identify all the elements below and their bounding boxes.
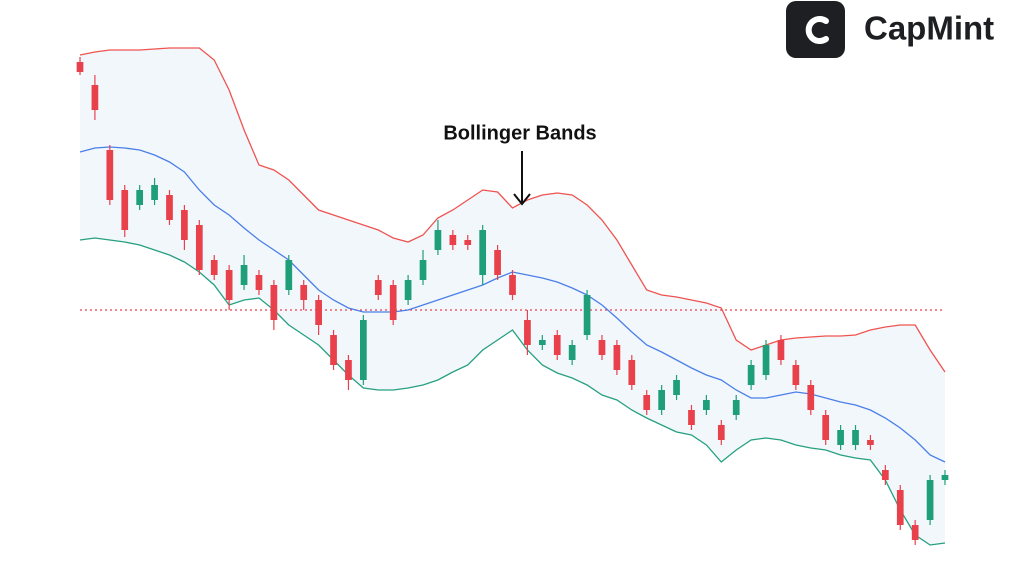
candle-body <box>747 365 755 385</box>
candle-body <box>374 280 382 295</box>
annotation-arrow <box>513 151 531 206</box>
logo-glyph <box>805 16 829 44</box>
candle-body <box>225 270 233 300</box>
candle-body <box>926 480 934 520</box>
band-upper <box>79 47 946 373</box>
candle-body <box>240 265 248 285</box>
candle-body <box>717 425 725 440</box>
candle-body <box>494 250 501 275</box>
candle-body <box>762 345 770 375</box>
candle-body <box>255 275 263 290</box>
candle-body <box>464 240 472 245</box>
candle-body <box>419 260 427 280</box>
annotation: Bollinger Bands <box>443 122 596 144</box>
candle-body <box>688 410 695 425</box>
plot-area <box>76 47 949 546</box>
candle-body <box>941 475 949 480</box>
candle-body <box>896 490 904 525</box>
candle-body <box>703 400 710 410</box>
candle-body <box>330 335 337 365</box>
candle-body <box>673 380 680 395</box>
candle-body <box>598 340 606 355</box>
candle-body <box>568 345 576 360</box>
candle-body <box>404 280 412 300</box>
candle-body <box>553 335 561 355</box>
candle-body <box>524 320 531 345</box>
candle-body <box>658 390 665 410</box>
logo-text: CapMint <box>864 10 994 47</box>
candle-body <box>360 320 367 380</box>
candle-body <box>479 230 487 275</box>
candle-body <box>210 260 218 275</box>
candle-body <box>449 235 457 245</box>
candle-body <box>777 340 785 360</box>
candle-body <box>389 285 397 320</box>
arrow-head <box>513 193 531 206</box>
candle-body <box>509 275 516 295</box>
candle-body <box>792 365 800 385</box>
candle-body <box>643 395 651 410</box>
candle-body <box>270 285 278 320</box>
candle-body <box>837 430 844 445</box>
candle-body <box>151 185 158 200</box>
logo: CapMint <box>786 1 994 58</box>
candle-body <box>315 300 322 325</box>
candle-body <box>911 525 919 540</box>
candle-body <box>583 295 591 335</box>
candle-body <box>538 340 546 345</box>
candle-body <box>166 195 173 220</box>
candle-body <box>867 440 874 445</box>
candle-body <box>628 360 636 385</box>
candle-body <box>300 285 308 300</box>
candle-body <box>106 150 114 200</box>
candle-body <box>613 345 621 370</box>
candle-body <box>881 470 889 480</box>
candle-body <box>822 415 830 440</box>
candle-body <box>852 430 859 445</box>
candle-body <box>807 385 815 410</box>
candle-body <box>285 260 293 290</box>
candle-body <box>91 85 99 110</box>
candle-body <box>181 210 188 240</box>
logo-icon <box>786 1 845 58</box>
candle-body <box>434 230 442 250</box>
band-lower <box>79 237 946 546</box>
candle-body <box>195 225 203 270</box>
candle-body <box>121 190 129 230</box>
candle-body <box>76 62 84 72</box>
candle-body <box>345 360 352 380</box>
candle-body <box>136 190 144 205</box>
candle-body <box>732 400 740 415</box>
